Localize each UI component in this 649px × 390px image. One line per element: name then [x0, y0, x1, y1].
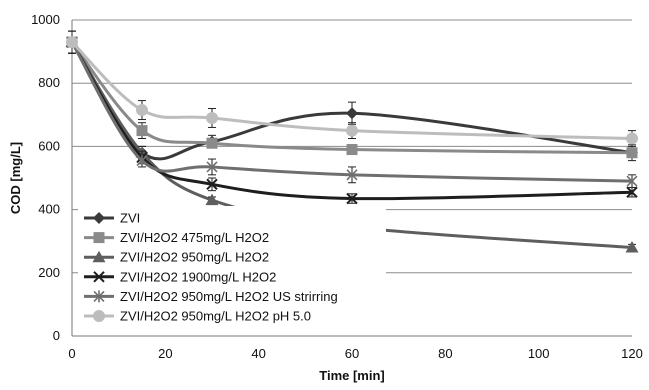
y-tick-label-800: 800 — [38, 75, 60, 90]
x-axis-title: Time [min] — [319, 368, 385, 383]
x-tick-label-80: 80 — [438, 346, 452, 361]
series-zvi-h2o2-1900mg-l-h2o2-line — [70, 40, 634, 201]
legend-swatch-marker-3-stroke-b — [93, 271, 105, 283]
legend-background — [78, 206, 386, 330]
legend-item-zvi: ZVI — [84, 211, 140, 226]
legend-label-3: ZVI/H2O2 1900mg/L H2O2 — [120, 269, 276, 284]
y-tick-label-1000: 1000 — [31, 12, 60, 27]
series-zvi-h2o2-475mg-l-h2o2-line — [70, 40, 634, 155]
series-zvi-h2o2-1900mg-l-h2o2-point-4 — [626, 186, 638, 198]
legend-item-zvi-h2o2-950mg-l-h2o2: ZVI/H2O2 950mg/L H2O2 — [84, 250, 269, 265]
series-zvi-h2o2-1900mg-l-h2o2-point-3 — [346, 192, 358, 205]
legend-label-1: ZVI/H2O2 475mg/L H2O2 — [120, 230, 269, 245]
series-zvi-h2o2-1900mg-l-h2o2-point-2 — [206, 178, 218, 191]
y-tick-label-200: 200 — [38, 265, 60, 280]
series-zvi-h2o2-950mg-l-h2o2-us-strirring-point-4 — [626, 175, 638, 188]
series-zvi-h2o2-1900mg-l-h2o2-point-4-stroke-b — [626, 186, 638, 198]
legend-swatch-marker-1 — [93, 232, 105, 244]
y-tick-label-600: 600 — [38, 138, 60, 153]
series-zvi-h2o2-475mg-l-h2o2-point-2 — [206, 137, 218, 149]
legend-swatch-marker-4 — [93, 290, 105, 303]
series-zvi-h2o2-950mg-l-h2o2-point-2 — [205, 193, 219, 206]
x-tick-label-100: 100 — [528, 346, 550, 361]
series-zvi-h2o2-950mg-l-h2o2-us-strirring-point-2 — [206, 160, 218, 173]
series-zvi-h2o2-1900mg-l-h2o2-point-3-stroke-b — [346, 192, 358, 205]
series-zvi-h2o2-475mg-l-h2o2-point-4 — [626, 147, 638, 159]
legend-label-0: ZVI — [120, 211, 140, 226]
series-zvi-h2o2-950mg-l-h2o2-us-strirring-point-3 — [346, 168, 358, 181]
legend-swatch-marker-2 — [92, 250, 106, 263]
legend-item-zvi-h2o2-1900mg-l-h2o2: ZVI/H2O2 1900mg/L H2O2 — [84, 269, 276, 284]
legend-label-2: ZVI/H2O2 950mg/L H2O2 — [120, 250, 269, 265]
series-zvi-h2o2-950mg-l-h2o2-ph-5-0-line — [70, 40, 634, 140]
legend-item-zvi-h2o2-950mg-l-h2o2-us-strirring: ZVI/H2O2 950mg/L H2O2 US strirring — [84, 289, 338, 304]
series-zvi-h2o2-1900mg-l-h2o2-point-2-stroke-b — [206, 178, 218, 191]
x-tick-label-40: 40 — [251, 346, 265, 361]
series-zvi — [66, 30, 638, 162]
axes: 0 200 400 600 800 1000 0 20 40 60 80 100 120 — [31, 12, 643, 361]
series-zvi-h2o2-950mg-l-h2o2-ph-5-0-point-3 — [346, 124, 358, 137]
legend-item-zvi-h2o2-475mg-l-h2o2: ZVI/H2O2 475mg/L H2O2 — [84, 230, 269, 245]
series-zvi-h2o2-950mg-l-h2o2-ph-5-0-point-2 — [206, 111, 218, 124]
series-zvi-h2o2-475mg-l-h2o2-point-3 — [346, 144, 358, 156]
x-tick-label-60: 60 — [345, 346, 359, 361]
y-tick-label-0: 0 — [53, 328, 60, 343]
legend-swatch-marker-5 — [93, 310, 105, 322]
legend: ZVI ZVI/H2O2 475mg/L H2O2 ZVI/H2O2 950mg/L… — [78, 206, 386, 330]
legend-item-zvi-h2o2-950mg-l-h2o2-ph-5-0: ZVI/H2O2 950mg/L H2O2 pH 5.0 — [84, 309, 311, 324]
series-zvi-h2o2-950mg-l-h2o2-ph-5-0-point-4 — [626, 132, 638, 145]
series-zvi-line — [70, 40, 634, 161]
x-tick-label-20: 20 — [158, 346, 172, 361]
legend-swatch-marker-0 — [93, 212, 105, 224]
series-zvi-point-3 — [346, 107, 358, 120]
series-zvi-h2o2-950mg-l-h2o2-ph-5-0-point-1 — [136, 104, 148, 117]
series-zvi-h2o2-950mg-l-h2o2-us-strirring-point-1 — [136, 154, 148, 167]
series-layer — [65, 30, 639, 253]
legend-label-4: ZVI/H2O2 950mg/L H2O2 US strirring — [120, 289, 338, 304]
legend-swatch-marker-3 — [93, 271, 105, 283]
series-zvi-h2o2-950mg-l-h2o2-us-strirring-line — [70, 40, 634, 183]
x-tick-label-120: 120 — [621, 346, 643, 361]
series-zvi-h2o2-950mg-l-h2o2-ph-5-0-point-0 — [66, 36, 78, 49]
series-zvi-h2o2-475mg-l-h2o2-point-1 — [136, 125, 148, 137]
legend-label-5: ZVI/H2O2 950mg/L H2O2 pH 5.0 — [120, 309, 311, 324]
series-zvi-h2o2-950mg-l-h2o2-ph-5-0 — [66, 30, 638, 147]
y-tick-label-400: 400 — [38, 202, 60, 217]
y-axis-title: COD [mg/L] — [8, 142, 23, 214]
x-tick-label-0: 0 — [68, 346, 75, 361]
series-zvi-h2o2-950mg-l-h2o2-point-4 — [625, 241, 639, 253]
